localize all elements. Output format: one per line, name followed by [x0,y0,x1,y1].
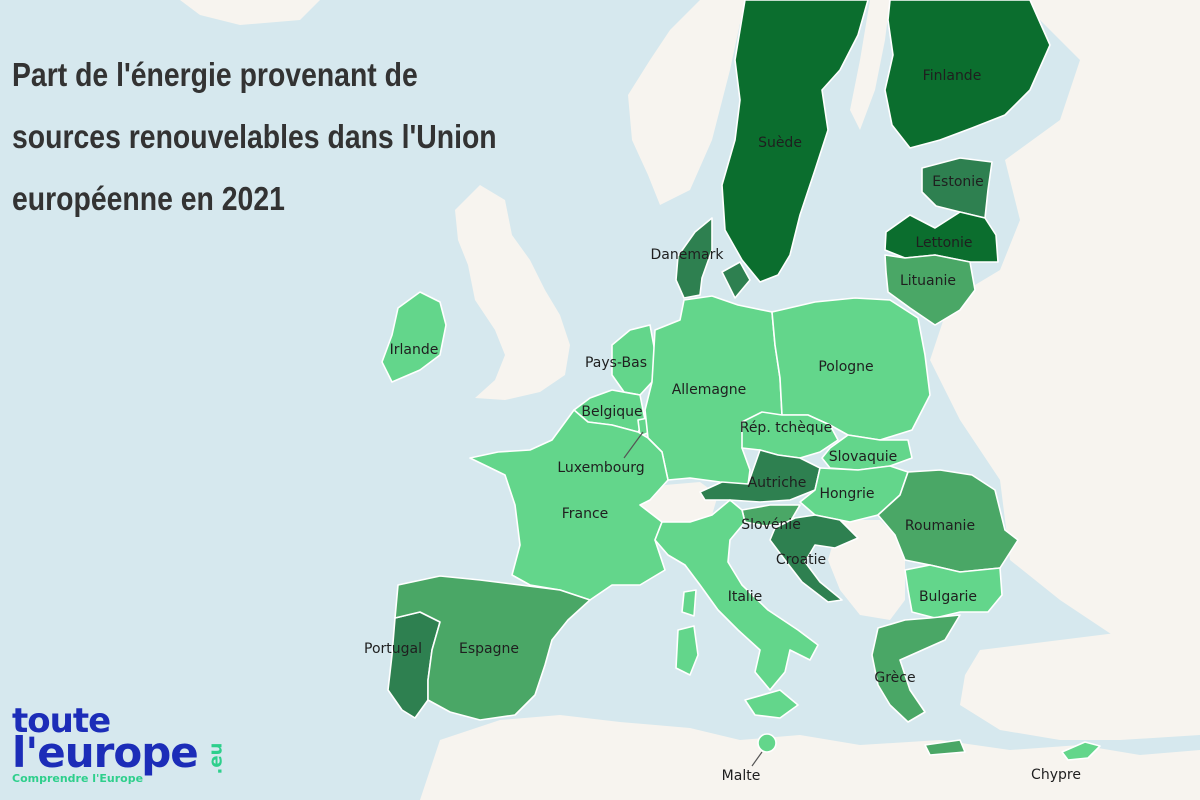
label-danemark: Danemark [651,247,725,263]
label-irlande: Irlande [390,342,439,358]
label-hongrie: Hongrie [819,486,874,502]
label-slovaquie: Slovaquie [829,449,897,465]
country-grece-crete[interactable] [924,739,966,756]
label-chypre: Chypre [1031,767,1081,783]
leader-malte [751,751,763,767]
label-suede: Suède [758,135,802,151]
country-bulgarie[interactable] [904,564,1003,619]
country-suede[interactable] [721,0,869,283]
country-croatie[interactable] [769,514,859,603]
label-espagne: Espagne [459,641,519,657]
label-belgique: Belgique [581,404,642,420]
country-france[interactable] [469,409,669,601]
country-finlande[interactable] [884,0,1051,149]
land-north-africa [420,715,1200,800]
land-switzerland [640,482,718,522]
label-rep-tcheque: Rép. tchèque [740,420,833,436]
toute-leurope-logo: toute l'europe .eu Comprendre l'Europe [12,704,232,794]
title-line-1: Part de l'énergie provenant de [12,56,418,93]
country-lettonie[interactable] [884,211,999,263]
leader-lines [623,431,763,767]
map-title: Part de l'énergie provenant de sources r… [12,44,497,230]
label-pologne: Pologne [818,359,873,375]
label-autriche: Autriche [748,475,807,491]
land-north-east [930,0,1200,640]
label-estonie: Estonie [932,174,984,190]
country-italie-sicile[interactable] [744,689,799,719]
country-italie-sardaigne[interactable] [675,625,699,676]
label-portugal: Portugal [364,641,422,657]
country-espagne[interactable] [394,575,591,721]
label-bulgarie: Bulgarie [919,589,977,605]
land-uk [455,185,570,400]
label-roumanie: Roumanie [905,518,975,534]
label-france: France [562,506,609,522]
country-italie-corse[interactable] [681,589,697,617]
non-eu-land [180,0,1200,800]
title-line-2: sources renouvelables dans l'Union [12,118,497,155]
label-lituanie: Lituanie [900,273,956,289]
country-irlande[interactable] [381,291,447,383]
country-danemark-island[interactable] [721,261,751,299]
label-croatie: Croatie [776,552,826,568]
label-allemagne: Allemagne [672,382,747,398]
leader-luxembourg [623,431,644,459]
country-danemark[interactable] [675,217,713,299]
label-italie: Italie [728,589,763,605]
label-luxembourg: Luxembourg [557,460,644,476]
logo-line-2: l'europe [12,728,199,777]
label-malte: Malte [722,768,761,784]
country-rep-tcheque[interactable] [741,411,839,459]
label-lettonie: Lettonie [915,235,972,251]
country-grece[interactable] [871,614,961,723]
logo-eu-suffix: .eu [205,742,227,775]
logo-tagline: Comprendre l'Europe [12,772,144,785]
country-pologne[interactable] [771,297,931,441]
logo-line-1: toute [12,701,111,741]
land-turkey [960,630,1200,740]
land-russia-north [850,0,890,130]
country-italie[interactable] [654,499,819,691]
country-malte[interactable] [757,733,777,753]
label-grece: Grèce [874,670,915,686]
label-pays-bas: Pays-Bas [585,355,647,371]
country-slovaquie[interactable] [821,434,913,471]
label-finlande: Finlande [923,68,982,84]
country-chypre[interactable] [1061,741,1101,761]
label-slovenie: Slovénie [741,517,801,533]
land-iceland-top [180,0,320,25]
title-line-3: européenne en 2021 [12,180,285,217]
country-lituanie[interactable] [884,254,976,326]
land-balkans [828,520,905,620]
land-norway [628,0,745,205]
